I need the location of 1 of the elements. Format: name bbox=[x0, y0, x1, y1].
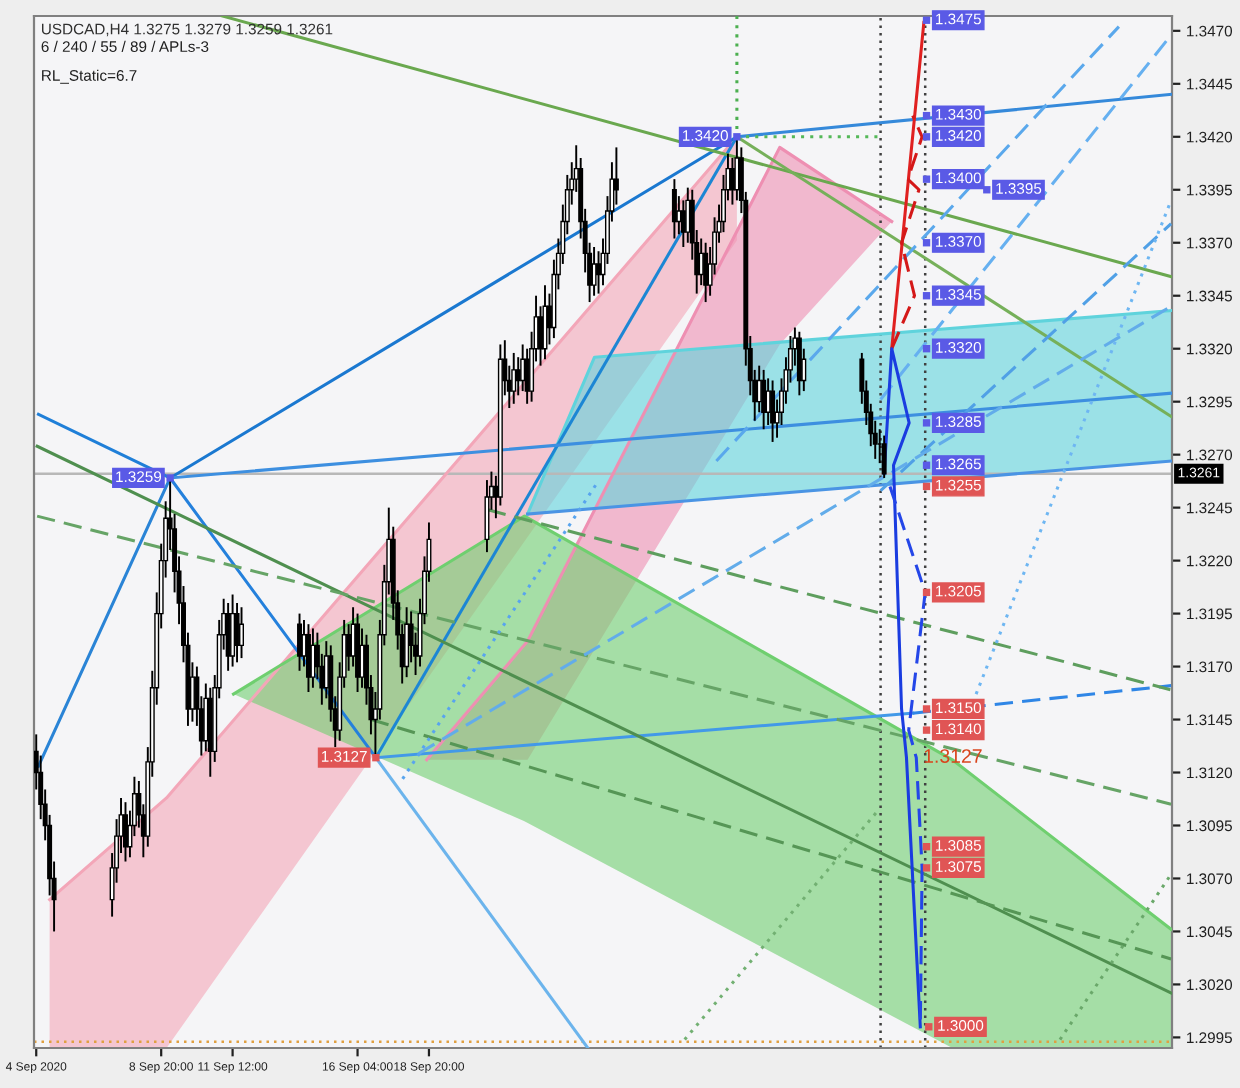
data-label: 1.3127 bbox=[924, 749, 982, 763]
